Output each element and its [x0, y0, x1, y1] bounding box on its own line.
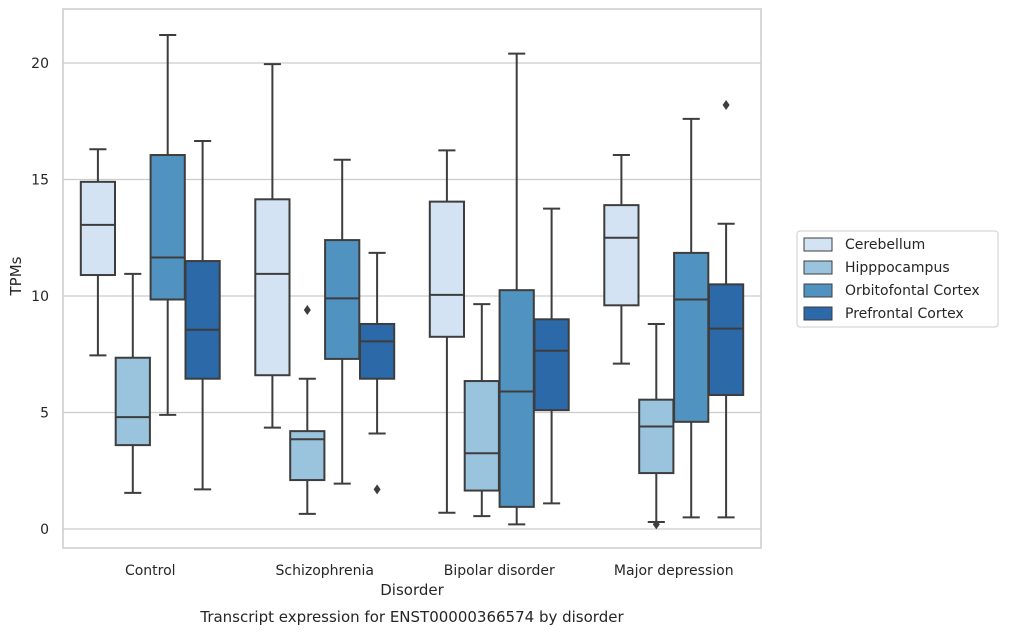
y-tick-label-20: 20 — [31, 56, 49, 72]
box-bipolar-disorder-cerebellum — [428, 149, 466, 514]
outlier-point — [652, 519, 660, 530]
iqr-box — [498, 289, 535, 508]
box-control-cerebellum — [79, 148, 117, 357]
legend-item-orbitofontal-cortex: Orbitofontal Cortex — [803, 283, 980, 299]
boxes — [79, 34, 745, 530]
box-major-depression-hipppocampus — [638, 322, 675, 530]
legend-item-hipppocampus: Hipppocampus — [803, 260, 950, 276]
y-tick-label-0: 0 — [40, 522, 49, 538]
box-major-depression-prefrontal-cortex — [707, 99, 745, 519]
box-schizophrenia-orbitofontal-cortex — [324, 158, 361, 485]
iqr-box — [603, 204, 640, 307]
legend-label: Orbitofontal Cortex — [845, 283, 980, 299]
iqr-box — [428, 200, 466, 338]
box-control-prefrontal-cortex — [184, 140, 221, 491]
y-tick-label-5: 5 — [40, 406, 49, 422]
iqr-box — [463, 380, 500, 492]
x-tick-label-major-depression: Major depression — [614, 563, 734, 579]
legend-label: Hipppocampus — [845, 260, 950, 276]
box-bipolar-disorder-prefrontal-cortex — [533, 207, 570, 505]
iqr-box — [324, 239, 361, 360]
x-axis-ticks: Control Schizophrenia Bipolar disorder Majo… — [125, 563, 734, 579]
x-tick-label-schizophrenia: Schizophrenia — [276, 563, 374, 579]
iqr-box — [184, 260, 221, 380]
legend-swatch — [803, 260, 833, 275]
iqr-box — [79, 180, 117, 277]
legend-label: Cerebellum — [845, 237, 925, 253]
iqr-box — [149, 154, 186, 301]
plot-frame — [62, 8, 762, 549]
y-axis-label: TPMs — [7, 256, 25, 296]
iqr-box — [254, 198, 291, 377]
outlier-point — [373, 484, 381, 495]
iqr-box — [707, 283, 745, 397]
y-tick-label-10: 10 — [31, 289, 49, 305]
legend-frame — [796, 230, 999, 328]
iqr-box — [638, 398, 675, 475]
box-schizophrenia-hipppocampus — [289, 304, 326, 515]
iqr-box — [673, 251, 710, 423]
legend-swatch — [803, 237, 833, 252]
iqr-box — [114, 356, 151, 447]
box-major-depression-orbitofontal-cortex — [673, 117, 710, 519]
legend-swatch — [803, 283, 833, 298]
box-schizophrenia-cerebellum — [254, 63, 291, 429]
iqr-box — [533, 318, 570, 412]
iqr-box — [358, 322, 396, 380]
x-axis-label: Disorder — [380, 581, 444, 599]
legend-item-prefrontal-cortex: Prefrontal Cortex — [803, 306, 964, 322]
box-major-depression-cerebellum — [603, 154, 640, 365]
legend-swatch — [803, 306, 833, 321]
legend-label: Prefrontal Cortex — [845, 306, 964, 322]
y-axis-ticks: 0 5 10 15 20 — [31, 56, 49, 538]
legend-item-cerebellum: Cerebellum — [803, 237, 925, 253]
box-control-orbitofontal-cortex — [149, 34, 186, 416]
y-tick-label-15: 15 — [31, 173, 49, 189]
box-schizophrenia-prefrontal-cortex — [358, 251, 396, 495]
legend: Cerebellum Hipppocampus Orbitofontal Corte… — [796, 230, 999, 328]
box-bipolar-disorder-hipppocampus — [463, 303, 500, 518]
box-control-hipppocampus — [114, 272, 151, 494]
x-tick-label-control: Control — [125, 563, 176, 579]
outlier-point — [303, 304, 311, 315]
x-tick-label-bipolar-disorder: Bipolar disorder — [444, 563, 555, 579]
box-bipolar-disorder-orbitofontal-cortex — [498, 52, 535, 526]
outlier-point — [722, 99, 730, 110]
chart-caption: Transcript expression for ENST0000036657… — [199, 608, 624, 626]
